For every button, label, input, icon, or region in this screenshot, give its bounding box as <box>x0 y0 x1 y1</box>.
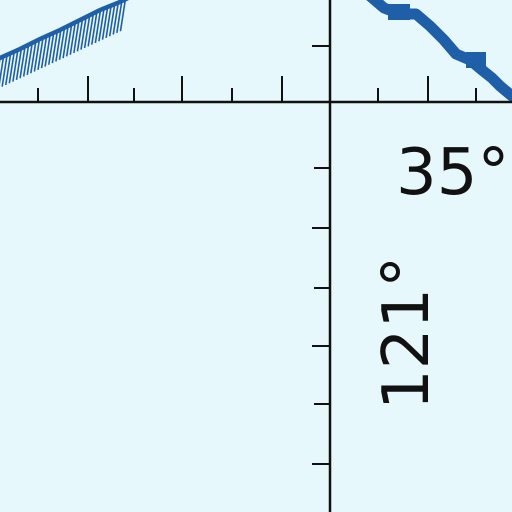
airspace-hatch <box>62 25 69 59</box>
airspace-hatch <box>4 52 12 86</box>
airspace-hatch <box>108 4 116 37</box>
latitude-graticule <box>0 76 512 104</box>
airspace-hatch <box>15 47 23 81</box>
airspace-hatch <box>69 22 77 55</box>
latitude-label: 35° <box>396 136 509 210</box>
airspace-step-block-2 <box>466 52 486 68</box>
airspace-hatch <box>58 27 66 60</box>
airspace-hatch <box>112 2 120 35</box>
airspace-hatch <box>83 15 91 49</box>
airspace-hatch <box>19 46 26 79</box>
airspace-hatch <box>73 20 80 54</box>
airspace-hatch <box>101 7 109 40</box>
airspace-hatch <box>40 36 48 69</box>
airspace-hatch <box>98 9 105 42</box>
airspace-hatch <box>51 30 59 64</box>
airspace-hatch <box>90 12 98 45</box>
airspace-hatch <box>105 5 112 39</box>
airspace-hatch <box>116 0 123 34</box>
latitude-tick-marks <box>37 76 477 102</box>
longitude-tick-marks <box>312 45 330 465</box>
airspace-hatch <box>47 32 55 65</box>
airspace-hatch <box>22 44 30 77</box>
airspace-hatch <box>65 24 73 57</box>
airspace-boundary-line <box>0 0 130 61</box>
airspace-hatch <box>44 34 51 67</box>
airspace-hatch-ticks <box>0 0 127 87</box>
longitude-label: 121° <box>370 256 444 410</box>
airspace-hatch <box>1 54 8 87</box>
airspace-hatch <box>33 39 41 72</box>
airspace-hatch <box>12 49 19 82</box>
airspace-hatch <box>30 41 37 74</box>
airspace-hatch <box>0 56 5 85</box>
airspace-hatch <box>76 19 84 52</box>
airspace-boundary-hatched <box>0 0 130 87</box>
airspace-hatch <box>119 0 127 32</box>
longitude-graticule <box>312 0 332 512</box>
airspace-hatch <box>8 51 16 84</box>
airspace-hatch <box>37 37 44 70</box>
airspace-hatch <box>94 10 102 44</box>
airspace-hatch <box>80 17 87 50</box>
airspace-hatch <box>26 42 34 76</box>
airspace-boundary-thick <box>366 0 512 102</box>
airspace-hatch <box>55 29 62 62</box>
airspace-hatch <box>87 14 94 47</box>
airspace-step-block-1 <box>388 4 410 20</box>
